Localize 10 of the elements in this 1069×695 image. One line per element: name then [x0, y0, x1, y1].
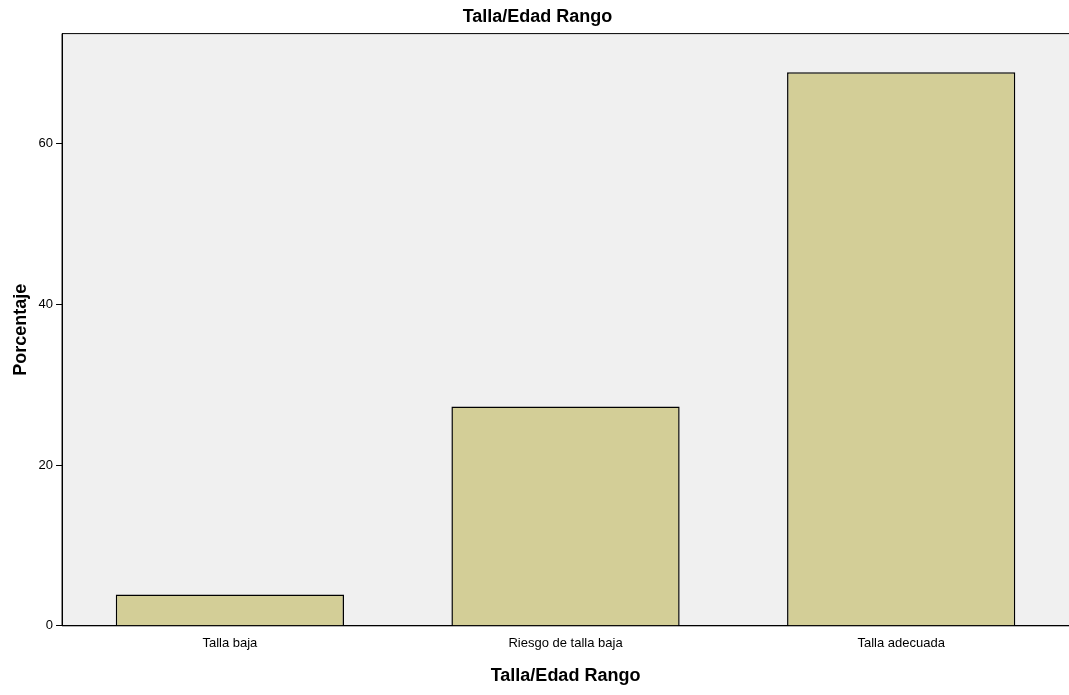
x-axis-title: Talla/Edad Rango [490, 665, 641, 686]
y-tick-label: 0 [45, 617, 54, 633]
x-tick-label: Talla baja [202, 635, 259, 651]
chart-title: Talla/Edad Rango [462, 5, 613, 26]
y-tick-label: 40 [38, 295, 54, 311]
y-axis-title: Porcentaje [9, 283, 30, 376]
y-tick-label: 20 [38, 456, 54, 472]
x-tick-label: Talla adecuada [857, 635, 946, 651]
x-tick-label: Riesgo de talla baja [508, 635, 624, 651]
y-tick-label: 60 [38, 135, 54, 151]
